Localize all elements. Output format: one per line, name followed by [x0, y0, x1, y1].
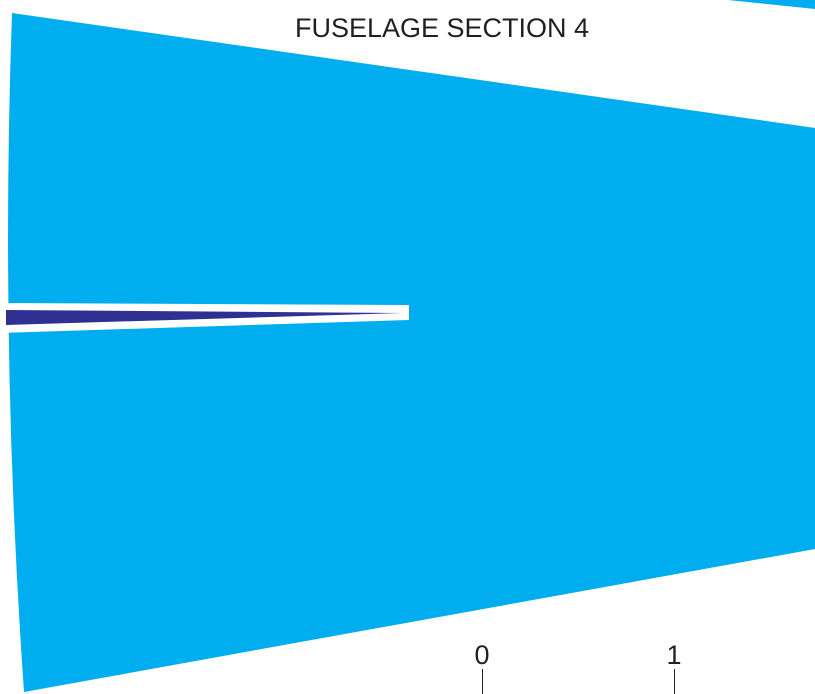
scale-tick-label-0: 0: [474, 640, 489, 670]
adjacent-panel-sliver: [728, 0, 815, 9]
fuselage-section-panel: [8, 13, 815, 692]
scale-tick-label-1: 1: [666, 640, 681, 670]
slot-insert: [6, 310, 403, 325]
section-title: FUSELAGE SECTION 4: [295, 13, 589, 43]
